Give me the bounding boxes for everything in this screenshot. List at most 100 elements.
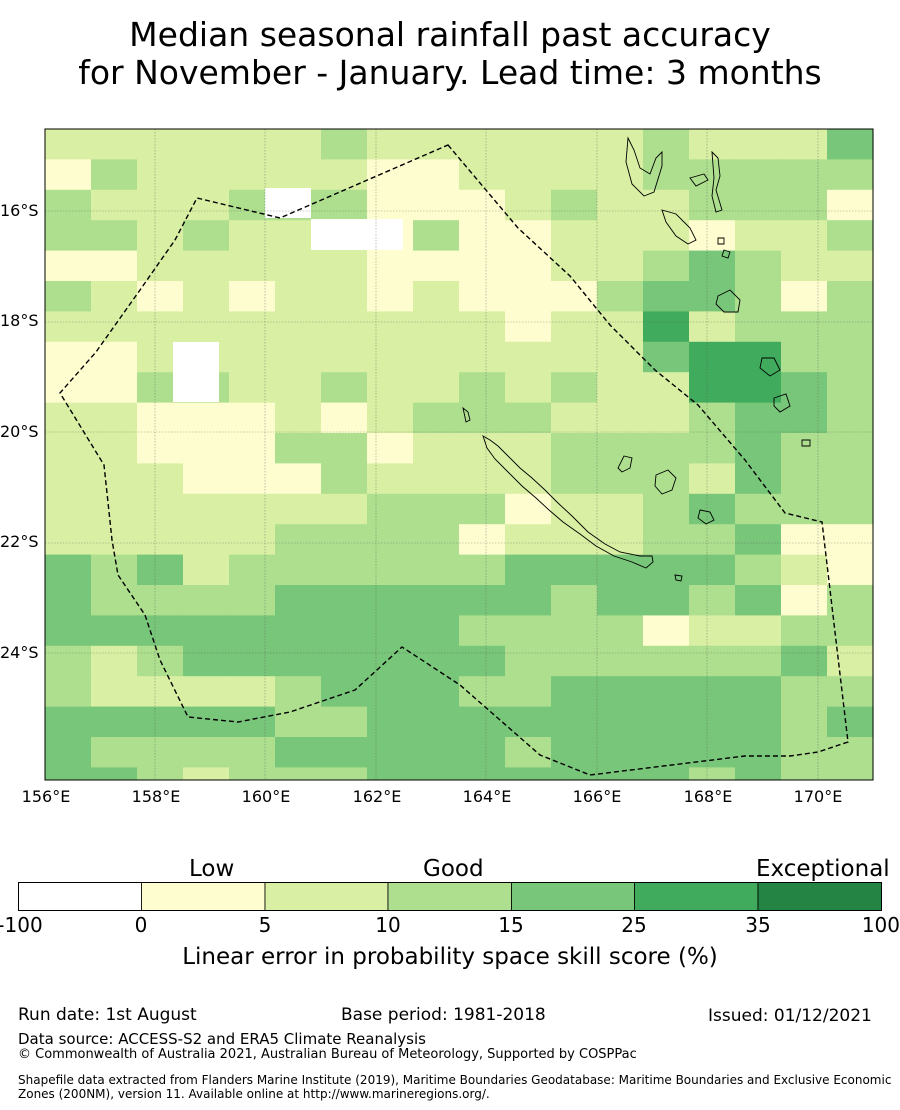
grid-cell [781, 676, 828, 708]
grid-cell [91, 737, 138, 768]
grid-cell [689, 372, 736, 404]
grid-cell [321, 281, 368, 312]
grid-cell [597, 433, 644, 464]
grid-cell [459, 341, 506, 373]
grid-cell [413, 311, 460, 343]
grid-cell [827, 737, 874, 768]
grid-cell [459, 524, 506, 556]
grid-cell [413, 372, 460, 404]
grid-cell [229, 767, 276, 780]
grid-cell [551, 524, 598, 556]
grid-cell [137, 129, 184, 160]
grid-cell [597, 372, 644, 404]
grid-cell [229, 159, 276, 191]
grid-cell [321, 737, 368, 768]
grid-cell [45, 129, 92, 160]
colorbar-segment [757, 882, 882, 911]
grid-cell [137, 737, 184, 768]
grid-cell [689, 524, 736, 556]
grid-cell [643, 372, 690, 404]
colorbar-tick-35: 35 [745, 913, 771, 937]
grid-cell [137, 676, 184, 708]
map-title-line-2: for November - January. Lead time: 3 mon… [78, 53, 822, 92]
grid-cell [551, 706, 598, 738]
grid-cell [45, 250, 92, 282]
colorbar-tick-25: 25 [621, 913, 647, 937]
lon-label-164e: 164°E [462, 787, 512, 806]
grid-cell [229, 554, 276, 586]
grid-cell [781, 220, 828, 252]
grid-cell [413, 129, 460, 160]
lon-label-168e: 168°E [683, 787, 733, 806]
colorbar-label: Linear error in probability space skill … [182, 944, 718, 970]
grid-cell [137, 615, 184, 647]
lon-label-162e: 162°E [352, 787, 402, 806]
grid-cell [735, 189, 782, 221]
grid-cell [367, 585, 414, 616]
grid-cell [551, 402, 598, 434]
grid-cell [597, 585, 644, 616]
grid-cell [91, 433, 138, 464]
grid-cell [597, 402, 644, 434]
grid-cell [45, 402, 92, 434]
grid-cell [597, 311, 644, 343]
grid-cell [597, 250, 644, 282]
grid-cell [321, 676, 368, 708]
grid-cell [367, 554, 414, 586]
grid-cell [827, 433, 874, 464]
map-gridlines [45, 129, 873, 780]
grid-cell [827, 341, 874, 373]
grid-cell [689, 250, 736, 282]
grid-cell [229, 463, 276, 495]
grid-cell [735, 706, 782, 738]
grid-cell [735, 372, 782, 404]
colorbar-tick-neg100: -100 [0, 913, 43, 937]
map-title-line-1: Median seasonal rainfall past accuracy [129, 15, 771, 54]
grid-cell [781, 463, 828, 495]
grid-cell [275, 311, 322, 343]
grid-cell [551, 767, 598, 780]
grid-cell [597, 767, 644, 780]
grid-cell [597, 645, 644, 677]
grid-cell [137, 706, 184, 738]
skill-grid-cells [45, 129, 874, 780]
grid-cell [275, 524, 322, 556]
grid-cell [781, 615, 828, 647]
grid-cell [229, 585, 276, 616]
grid-cell [735, 615, 782, 647]
issued-date: Issued: 01/12/2021 [708, 1006, 872, 1026]
grid-cell [781, 250, 828, 282]
grid-cell [45, 311, 92, 343]
grid-cell [827, 402, 874, 434]
grid-cell [505, 281, 552, 312]
grid-cell [827, 189, 874, 221]
grid-cell [689, 433, 736, 464]
grid-cell [735, 524, 782, 556]
grid-cell [505, 493, 552, 525]
grid-cell [367, 250, 414, 282]
grid-cell [413, 737, 460, 768]
grid-cell [551, 463, 598, 495]
colorbar-segment [18, 882, 142, 911]
grid-cell [275, 250, 322, 282]
grid-cell [643, 220, 690, 252]
grid-cell [137, 585, 184, 616]
grid-cell [597, 493, 644, 525]
grid-cell [597, 220, 644, 252]
grid-cell [643, 585, 690, 616]
grid-cell [45, 341, 92, 373]
grid-cell [643, 250, 690, 282]
grid-cell [689, 706, 736, 738]
grid-cell [275, 676, 322, 708]
grid-cell [413, 554, 460, 586]
grid-cell [551, 554, 598, 586]
grid-cell [137, 402, 184, 434]
grid-cell [321, 402, 368, 434]
grid-cell [413, 463, 460, 495]
grid-cell [597, 554, 644, 586]
grid-cell [735, 645, 782, 677]
grid-cell [551, 676, 598, 708]
grid-cell [551, 737, 598, 768]
grid-cell [413, 767, 460, 780]
copyright: © Commonwealth of Australia 2021, Austra… [18, 1047, 637, 1062]
